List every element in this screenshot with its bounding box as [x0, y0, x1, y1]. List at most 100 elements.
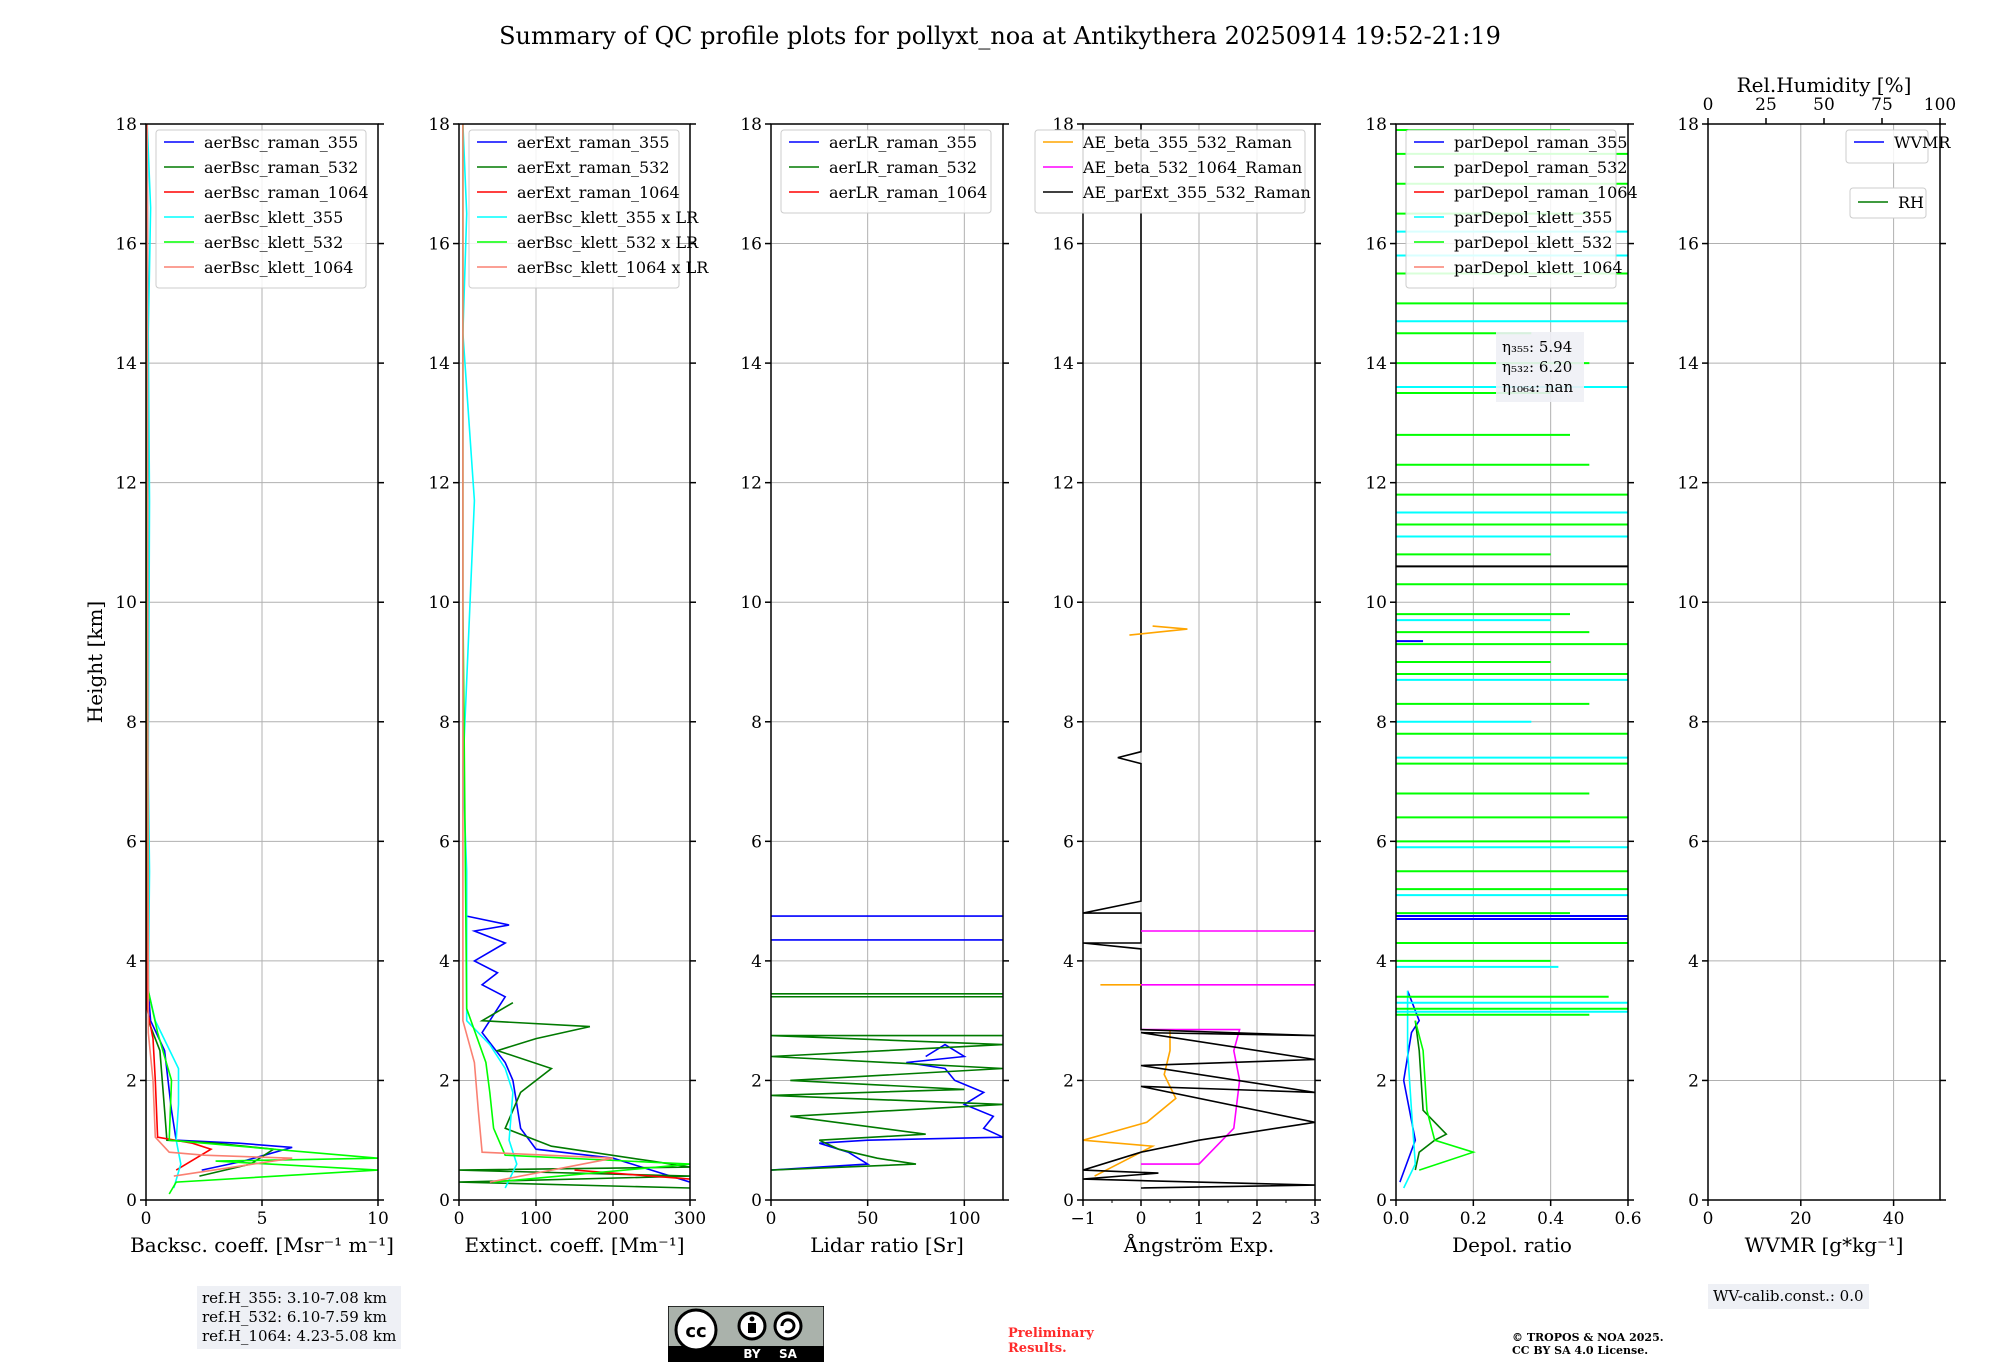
legend-entry: parDepol_raman_355 [1454, 133, 1627, 152]
series-aerBsc_klett_1064 x LR [462, 124, 614, 1183]
annotation-box [1496, 332, 1584, 402]
y-tick-label: 6 [126, 832, 137, 852]
cc-icon [674, 1308, 718, 1352]
y-tick-label: 8 [439, 713, 450, 733]
legend-box [780, 129, 992, 214]
x-axis-label: Backsc. coeff. [Msr⁻¹ m⁻¹] [130, 1233, 394, 1257]
y-tick-label: 6 [439, 832, 450, 852]
y-tick-label: 10 [740, 593, 762, 613]
y-tick-label: 2 [439, 1071, 450, 1091]
ref-height-1064: ref.H_1064: 4.23-5.08 km [202, 1327, 397, 1345]
x-axis-label: Extinct. coeff. [Mm⁻¹] [464, 1233, 684, 1257]
y-tick-label: 0 [126, 1191, 137, 1211]
y-tick-label: 8 [1688, 713, 1699, 733]
annotation-eta: η₁₀₆₄: nan [1502, 378, 1573, 396]
axes-frame [458, 123, 691, 1201]
y-tick-label: 14 [1365, 354, 1387, 374]
top-x-tick-label: 25 [1755, 95, 1777, 115]
x-tick-label: 20 [1790, 1209, 1812, 1229]
top-x-tick-label: 0 [1703, 95, 1714, 115]
y-tick-label: 2 [1376, 1071, 1387, 1091]
legend-entry: RH [1898, 193, 1924, 212]
legend-box [155, 129, 367, 289]
ref-height-355: ref.H_355: 3.10-7.08 km [202, 1289, 387, 1307]
x-tick-label: 10 [367, 1209, 389, 1229]
x-tick-label: 0 [141, 1209, 152, 1229]
y-tick-label: 0 [1063, 1191, 1074, 1211]
x-axis-label: Lidar ratio [Sr] [810, 1233, 964, 1257]
x-axis-label: WVMR [g*kg⁻¹] [1745, 1233, 1904, 1257]
top-x-tick-label: 100 [1924, 95, 1956, 115]
x-tick-label: 100 [948, 1209, 980, 1229]
axes-frame [145, 123, 379, 1201]
data-depol [1396, 128, 1628, 1189]
x-tick-label: 200 [597, 1209, 629, 1229]
legend-lidar-ratio: aerLR_raman_355 aerLR_raman_532 aerLR_rama… [780, 129, 992, 214]
x-tick-label: 0 [1703, 1209, 1714, 1229]
annotation-eta: η₅₃₂: 6.20 [1502, 358, 1572, 376]
legend-backscatter: aerBsc_raman_355 aerBsc_raman_532 aerBsc_r… [155, 129, 369, 289]
copyright-line-1: © TROPOS & NOA 2025. [1512, 1331, 1664, 1344]
series-aerBsc_raman_355 [146, 124, 293, 1171]
legend-entry: aerBsc_raman_355 [204, 133, 358, 152]
legend-entry: aerLR_raman_532 [829, 158, 977, 177]
preliminary-line-1: Preliminary [1008, 1326, 1094, 1341]
legend-entry: WVMR [1894, 133, 1951, 152]
y-tick-label: 18 [428, 115, 450, 135]
y-tick-label: 18 [1677, 115, 1699, 135]
y-tick-label: 12 [428, 474, 450, 494]
y-tick-label: 2 [1688, 1071, 1699, 1091]
series-AE_beta_355_532_Raman [1083, 1029, 1177, 1177]
y-tick-label: 18 [740, 115, 762, 135]
y-tick-label: 8 [1063, 713, 1074, 733]
preliminary-note: Preliminary Results. [1008, 1326, 1094, 1356]
y-tick-label: 2 [1063, 1071, 1074, 1091]
x-tick-label: 0 [1136, 1209, 1147, 1229]
legend-depol: parDepol_raman_355 parDepol_raman_532 parD… [1405, 129, 1638, 289]
legend-entry: aerBsc_klett_355 x LR [517, 208, 699, 227]
x-axis-label: Ångström Exp. [1123, 1232, 1274, 1257]
legend-entry: aerBsc_klett_1064 x LR [517, 258, 709, 277]
legend-entry: AE_parExt_355_532_Raman [1082, 183, 1311, 202]
y-tick-label: 4 [1688, 952, 1699, 972]
x-tick-label: 100 [520, 1209, 552, 1229]
x-tick-label: 1 [1194, 1209, 1205, 1229]
legend-entry: AE_beta_532_1064_Raman [1082, 158, 1302, 177]
y-tick-label: 10 [115, 593, 137, 613]
y-tick-label: 16 [1365, 235, 1387, 255]
legend-entry: aerLR_raman_355 [829, 133, 977, 152]
y-tick-label: 16 [428, 235, 450, 255]
legend-entry: aerBsc_klett_355 [204, 208, 343, 227]
copyright-note: © TROPOS & NOA 2025. CC BY SA 4.0 Licens… [1512, 1331, 1664, 1357]
share-alike-icon [773, 1311, 803, 1341]
legend-entry: aerBsc_raman_532 [204, 158, 358, 177]
series-aerLR_raman_532 [771, 1034, 1003, 1171]
wv-calibration-box: WV-calib.const.: 0.0 [1708, 1284, 1869, 1309]
y-tick-label: 6 [1688, 832, 1699, 852]
x-tick-label: 5 [257, 1209, 268, 1229]
annotation-eta: η₃₅₅: 5.94 [1502, 338, 1572, 356]
series-AE_parExt_355_532_Raman [1083, 124, 1315, 1189]
legend-entry: aerLR_raman_1064 [829, 183, 987, 202]
x-tick-label: 0.4 [1537, 1209, 1564, 1229]
y-tick-label: 4 [439, 952, 450, 972]
y-tick-label: 18 [115, 115, 137, 135]
panel-depol: 0 2 4 6 8 10 12 14 16 18 0.0 0.2 0.4 0.6 Depol. ratio p… [1365, 115, 1641, 1257]
y-tick-label: 16 [1052, 235, 1074, 255]
data-lidar-ratio [771, 915, 1003, 1171]
legend-angstrom: AE_beta_355_532_Raman AE_beta_532_1064_Ra… [1034, 129, 1311, 214]
legend-entry: parDepol_raman_532 [1454, 158, 1627, 177]
y-tick-label: 0 [1688, 1191, 1699, 1211]
preliminary-line-2: Results. [1008, 1341, 1067, 1356]
legend-entry: parDepol_klett_1064 [1454, 258, 1623, 277]
x-tick-label: 0.0 [1382, 1209, 1409, 1229]
cc-license-badge: cc BY SA [668, 1306, 824, 1362]
y-tick-label: 10 [1052, 593, 1074, 613]
y-tick-label: 14 [740, 354, 762, 374]
depol-annotations: η₃₅₅: 5.94 η₅₃₂: 6.20 η₁₀₆₄: nan [1496, 332, 1584, 402]
axes-frame [1707, 123, 1941, 1201]
y-tick-label: 14 [428, 354, 450, 374]
y-tick-label: 4 [1376, 952, 1387, 972]
legend-wvmr: WVMR RH [1845, 129, 1951, 219]
